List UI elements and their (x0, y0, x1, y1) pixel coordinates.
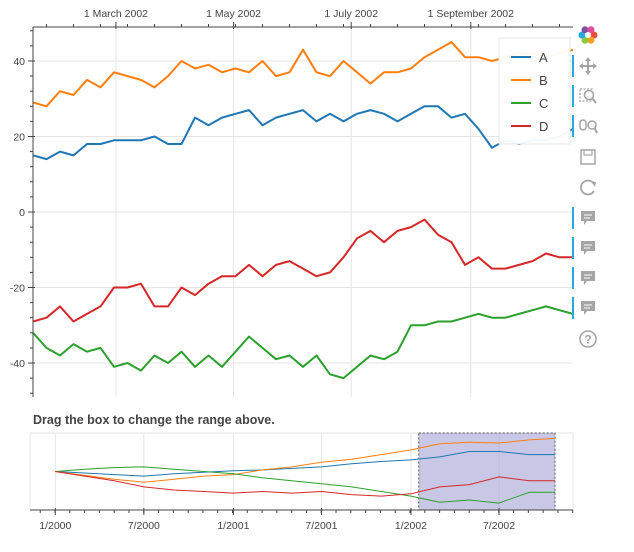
range-tool-title: Drag the box to change the range above. (33, 413, 275, 427)
range-x-tick-label: 7/2002 (483, 520, 515, 532)
legend-label: B (539, 73, 548, 88)
range-x-tick-label: 1/2002 (395, 520, 427, 532)
mouse (579, 119, 587, 131)
pan-tool-icon[interactable] (572, 55, 597, 77)
logo-petal (590, 31, 598, 39)
bokeh-logo-icon[interactable] (578, 26, 598, 44)
y-tick-label: 20 (13, 131, 25, 143)
hover-tool-icon[interactable] (572, 207, 595, 229)
x-tick-label: 1 September 2002 (428, 8, 515, 20)
logo-petal (578, 31, 586, 39)
range-series-line-a (55, 451, 555, 477)
legend-item-d[interactable]: D (511, 119, 548, 134)
range-plot[interactable] (29, 432, 574, 511)
range-x-tick-label: 1/2001 (217, 520, 249, 532)
help-glyph: ? (584, 333, 591, 347)
range-series-line-b (55, 437, 556, 483)
main-grid (33, 27, 573, 397)
legend-item-a[interactable]: A (511, 50, 548, 65)
range-series-line-d (55, 471, 555, 497)
logo-petal (581, 26, 589, 34)
save-tool-icon[interactable] (580, 149, 596, 165)
x-tick-label: 1 May 2002 (206, 8, 261, 20)
legend-label: A (539, 50, 548, 65)
range-axes: 1/2000 7/2000 1/2001 7/2001 1/2002 7/2002 (30, 508, 574, 532)
series-line-c[interactable] (33, 305, 573, 380)
lens (587, 120, 597, 130)
hover-tool-icon[interactable] (572, 237, 595, 259)
range-x-tick-label: 1/2000 (39, 520, 71, 532)
range-x-tick-label: 7/2000 (128, 520, 160, 532)
wheel-zoom-tool-icon[interactable] (572, 115, 598, 137)
active-indicator (572, 85, 574, 107)
y-tick-label: -20 (10, 283, 25, 295)
x-tick-label: 1 March 2002 (84, 8, 148, 20)
main-plot-series[interactable] (33, 41, 573, 380)
x-tick-label: 1 July 2002 (324, 8, 378, 20)
lens (583, 89, 595, 101)
series-line-b[interactable] (33, 41, 573, 108)
box-zoom-tool-icon[interactable] (572, 85, 597, 107)
hover-tool-icon[interactable] (572, 297, 595, 319)
arrow-head (591, 181, 596, 187)
pan-arrows (579, 57, 597, 75)
help-icon[interactable]: ? (579, 330, 597, 348)
handle (593, 127, 598, 134)
help-circle (579, 330, 597, 348)
handle (591, 97, 597, 104)
range-x-tick-label: 7/2001 (305, 520, 337, 532)
arrow-arc (580, 179, 595, 196)
disk (580, 149, 596, 165)
active-indicator (572, 207, 574, 229)
logo-petal (581, 36, 589, 44)
logo-center (585, 32, 591, 38)
active-indicator (572, 297, 574, 319)
y-tick-label: -40 (10, 358, 25, 370)
active-indicator (572, 237, 574, 259)
reset-tool-icon[interactable] (580, 179, 596, 196)
main-axes: 40 20 0 -20 -40 1 March 2002 1 May 2002 1 July … (10, 8, 573, 397)
disk-label (583, 149, 593, 156)
range-series-line-c (55, 466, 555, 504)
active-indicator (572, 115, 574, 137)
y-tick-label: 40 (13, 56, 25, 68)
legend-item-b[interactable]: B (511, 73, 548, 88)
logo-petal (587, 36, 595, 44)
active-indicator (572, 55, 574, 77)
legend-label: C (539, 96, 548, 111)
logo-petal (587, 26, 595, 34)
y-tick-label: 0 (19, 207, 25, 219)
legend-box (498, 37, 571, 145)
series-line-d[interactable] (33, 218, 573, 323)
series-line-a[interactable] (33, 105, 573, 161)
active-indicator (572, 267, 574, 289)
toolbar[interactable]: ? (572, 26, 598, 348)
hover-tool-icon[interactable] (572, 267, 595, 289)
legend-item-c[interactable]: C (511, 96, 548, 111)
range-selection-box[interactable] (418, 432, 556, 511)
legend-label: D (539, 119, 548, 134)
